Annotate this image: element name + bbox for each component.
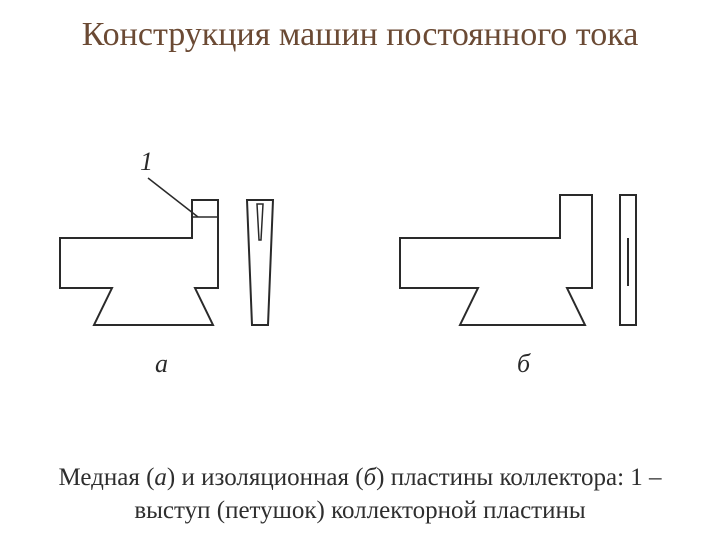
callout-leader [148, 178, 198, 217]
caption-part: б [364, 464, 377, 491]
caption-part: Медная ( [58, 464, 154, 491]
figure: 1 а б [20, 120, 700, 410]
caption-part: а [154, 464, 167, 491]
figure-caption: Медная (а) и изоляционная (б) пластины к… [0, 461, 720, 529]
sublabel-b: б [517, 349, 531, 378]
callout-number: 1 [140, 147, 153, 176]
plate-a-side [247, 200, 273, 325]
plate-b-side-slit [627, 238, 629, 286]
plate-b-profile [400, 195, 592, 325]
sublabel-a: а [155, 349, 168, 378]
plate-a-profile [60, 200, 218, 325]
page-title: Конструкция машин постоянного тока [0, 0, 720, 57]
plate-a-side-slot [257, 204, 263, 240]
caption-part: ) и изоляционная ( [167, 464, 364, 491]
